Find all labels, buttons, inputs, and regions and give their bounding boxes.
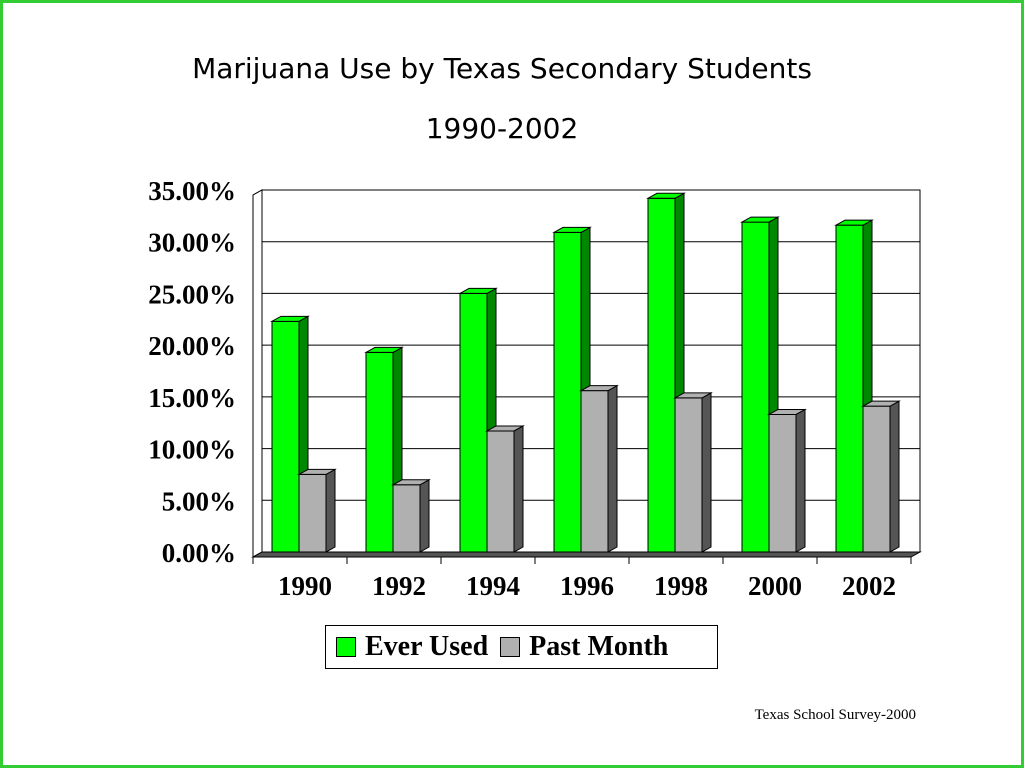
bar-side-past-month-1990: [325, 468, 336, 553]
bar-top-past-month-2002: [861, 400, 901, 407]
chart-legend: Ever Used Past Month: [325, 625, 718, 669]
x-tick-label: 1994: [466, 571, 520, 601]
bar-side-past-month-2002: [889, 400, 900, 553]
x-tick-label: 1998: [654, 571, 708, 601]
bar-past-month-1996: [580, 390, 609, 553]
y-tick-label: 5.00%: [162, 486, 236, 516]
bar-top-ever-used-2002: [834, 219, 874, 226]
chart-title: Marijuana Use by Texas Secondary Student…: [192, 52, 812, 85]
x-tick-label: 2000: [748, 571, 802, 601]
bar-side-past-month-1996: [607, 384, 618, 553]
legend-label-past-month: Past Month: [529, 631, 669, 662]
bar-top-ever-used-1998: [646, 192, 686, 199]
bar-ever-used-2000: [741, 221, 770, 553]
bar-top-past-month-1998: [673, 392, 713, 399]
bar-side-past-month-1992: [419, 478, 430, 553]
bar-top-past-month-2000: [767, 408, 807, 415]
bar-past-month-1990: [298, 473, 327, 553]
bar-top-ever-used-1996: [552, 226, 592, 233]
bar-past-month-1994: [486, 430, 515, 553]
y-tick-label: 10.00%: [148, 435, 236, 465]
bar-top-past-month-1990: [297, 468, 337, 475]
bar-ever-used-1998: [647, 197, 676, 553]
bar-side-past-month-1998: [701, 392, 712, 553]
legend-item-ever-used: Ever Used: [336, 631, 488, 663]
legend-swatch-ever-used: [336, 637, 356, 657]
source-note: Texas School Survey-2000: [754, 707, 916, 723]
bar-top-past-month-1996: [579, 385, 619, 392]
bar-top-ever-used-2000: [740, 216, 780, 223]
y-tick-label: 30.00%: [148, 228, 236, 258]
y-tick-label: 35.00%: [148, 176, 236, 206]
bar-top-ever-used-1990: [270, 315, 310, 322]
legend-swatch-past-month: [500, 637, 521, 657]
legend-label-ever-used: Ever Used: [365, 631, 489, 662]
bar-ever-used-2002: [835, 224, 864, 553]
x-tick-label: 2002: [842, 571, 896, 601]
y-tick-label: 20.00%: [148, 331, 236, 361]
bar-top-ever-used-1992: [364, 346, 404, 353]
bar-ever-used-1992: [365, 351, 394, 553]
chart-subtitle: 1990-2002: [425, 112, 579, 145]
legend-item-past-month: Past Month: [500, 631, 668, 663]
bar-top-ever-used-1994: [458, 287, 498, 294]
bar-side-past-month-1994: [513, 425, 524, 553]
x-tick-label: 1992: [372, 571, 426, 601]
plot-floor: [251, 551, 922, 558]
bar-past-month-1998: [674, 397, 703, 553]
x-tick-label: 1996: [560, 571, 614, 601]
x-tick-label: 1990: [278, 571, 332, 601]
bar-ever-used-1990: [271, 320, 300, 553]
bar-ever-used-1996: [553, 231, 582, 553]
bar-past-month-1992: [392, 484, 421, 553]
plot-side-wall: [252, 189, 263, 558]
bar-past-month-2002: [862, 405, 891, 553]
y-tick-label: 25.00%: [148, 279, 236, 309]
bar-side-past-month-2000: [795, 408, 806, 553]
bar-past-month-2000: [768, 413, 797, 553]
y-tick-label: 15.00%: [148, 383, 236, 413]
bar-top-past-month-1992: [391, 479, 431, 486]
bar-ever-used-1994: [459, 292, 488, 553]
bar-top-past-month-1994: [485, 425, 525, 432]
y-tick-label: 0.00%: [162, 538, 236, 568]
